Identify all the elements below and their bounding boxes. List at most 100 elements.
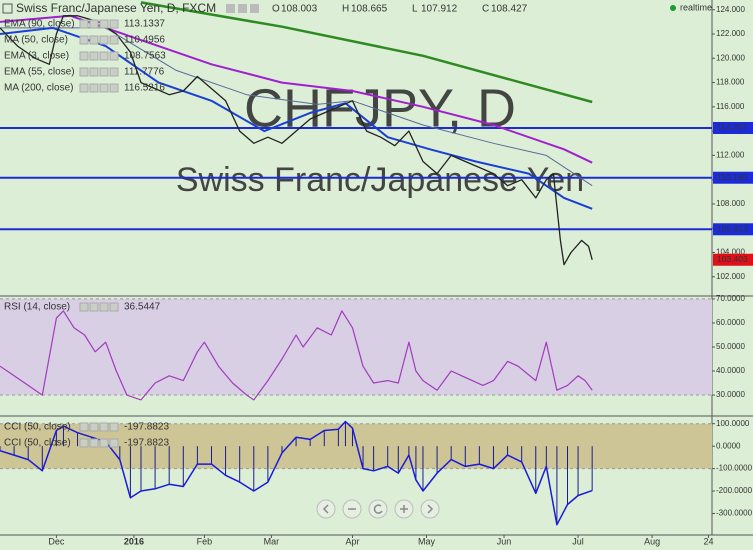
legend-value: 111.7776 (124, 67, 165, 78)
y-tick-label: 30.0000 (716, 390, 745, 399)
ohlc-label: L (412, 4, 418, 15)
x-tick-label: 24 (703, 536, 713, 546)
legend-button[interactable] (109, 302, 119, 312)
legend-button[interactable] (109, 35, 119, 45)
series-line (0, 27, 593, 187)
icon (400, 505, 408, 513)
legend-button[interactable] (89, 302, 99, 312)
legend-button[interactable] (109, 438, 119, 448)
legend-button[interactable] (79, 67, 89, 77)
legend-name: CCI (50, close) (4, 438, 71, 449)
ohlc-label: C (482, 4, 489, 15)
status-dot (670, 5, 676, 11)
legend-name: MA (200, close) (4, 83, 73, 94)
legend-button[interactable] (79, 422, 89, 432)
x-tick-label: Feb (197, 536, 213, 546)
legend-name: CCI (50, close) (4, 422, 71, 433)
legend-button[interactable] (99, 422, 109, 432)
legend-button[interactable] (89, 83, 99, 93)
legend-value: 113.1337 (124, 19, 165, 30)
icon (427, 504, 434, 514)
legend-name: EMA (3, close) (4, 51, 69, 62)
ohlc-value: 108.003 (281, 4, 318, 15)
scroll-left-button[interactable] (316, 499, 336, 519)
chart-title: Swiss Franc/Japanese Yen, D, FXCM (16, 1, 216, 15)
legend-button[interactable] (89, 51, 99, 61)
legend-button[interactable] (109, 51, 119, 61)
legend-button[interactable] (99, 67, 109, 77)
y-tick-label: 112.000 (716, 151, 745, 160)
legend-button[interactable] (99, 19, 109, 29)
ohlc-label: H (342, 4, 349, 15)
legend-button[interactable] (99, 438, 109, 448)
reset-button[interactable] (368, 499, 388, 519)
y-tick-label: 116.000 (716, 102, 745, 111)
last-price-box (713, 253, 753, 266)
scroll-right-button[interactable] (420, 499, 440, 519)
x-tick-label: Apr (345, 536, 359, 546)
price-label: 114.257 (717, 122, 747, 132)
y-tick-label: 50.0000 (716, 342, 745, 351)
ohlc-value: 108.427 (491, 4, 528, 15)
x-tick-label: Jun (497, 536, 512, 546)
x-tick-label: Dec (48, 536, 65, 546)
x-tick-label: Aug (644, 536, 660, 546)
y-tick-label: 104.000 (716, 248, 745, 257)
indicator-band (0, 298, 712, 396)
legend-name: EMA (90, close) (4, 19, 75, 30)
y-tick-label: 124.000 (716, 5, 745, 14)
y-tick-label: 60.0000 (716, 318, 745, 327)
legend-button[interactable] (109, 19, 119, 29)
x-tick-label: May (418, 536, 436, 546)
legend-button[interactable] (109, 422, 119, 432)
legend-button[interactable] (99, 51, 109, 61)
ohlc-value: 107.912 (421, 4, 458, 15)
legend-value: 116.5216 (124, 83, 165, 94)
y-tick-label: 120.000 (716, 53, 745, 62)
legend-button[interactable] (79, 302, 89, 312)
price-label-box (713, 223, 753, 236)
legend-button[interactable] (89, 422, 99, 432)
ohlc-value: 108.665 (351, 4, 388, 15)
legend-button[interactable] (89, 19, 99, 29)
watermark: Swiss Franc/Japanese Yen (176, 161, 584, 199)
collapse-icon[interactable] (2, 3, 13, 14)
legend-button[interactable] (109, 67, 119, 77)
x-tick-label: 2016 (124, 536, 144, 546)
legend-button[interactable] (79, 51, 89, 61)
y-tick-label: 118.000 (716, 78, 745, 87)
legend-button[interactable] (89, 67, 99, 77)
header: Swiss Franc/Japanese Yen, D, FXCM realti… (2, 1, 712, 15)
price-label: 110.160 (717, 172, 747, 182)
status-text: realtime (680, 2, 712, 12)
legend-button[interactable] (89, 35, 99, 45)
legend-name: EMA (55, close) (4, 67, 75, 78)
series-line (0, 15, 593, 266)
legend-button[interactable] (99, 302, 109, 312)
icon (322, 504, 329, 514)
legend-button[interactable] (99, 35, 109, 45)
header-button[interactable] (226, 4, 235, 13)
header-button[interactable] (238, 4, 247, 13)
legend-button[interactable] (99, 83, 109, 93)
legend-button[interactable] (79, 19, 89, 29)
ohlc-label: O (272, 4, 280, 15)
y-tick-label: 100.0000 (716, 419, 750, 428)
y-tick-label: 70.0000 (716, 294, 745, 303)
legend-name: RSI (14, close) (4, 302, 70, 313)
legend-button[interactable] (109, 83, 119, 93)
legend-button[interactable] (79, 438, 89, 448)
y-tick-label: -200.0000 (716, 486, 753, 495)
legend-button[interactable] (79, 83, 89, 93)
y-tick-label: 122.000 (716, 29, 745, 38)
legend-button[interactable] (89, 438, 99, 448)
price-label-box (713, 121, 753, 134)
header-button[interactable] (250, 4, 259, 13)
legend-value: -197.8823 (124, 438, 169, 449)
legend-button[interactable] (79, 35, 89, 45)
price-axis-area (712, 0, 753, 535)
indicator-band (0, 423, 712, 469)
